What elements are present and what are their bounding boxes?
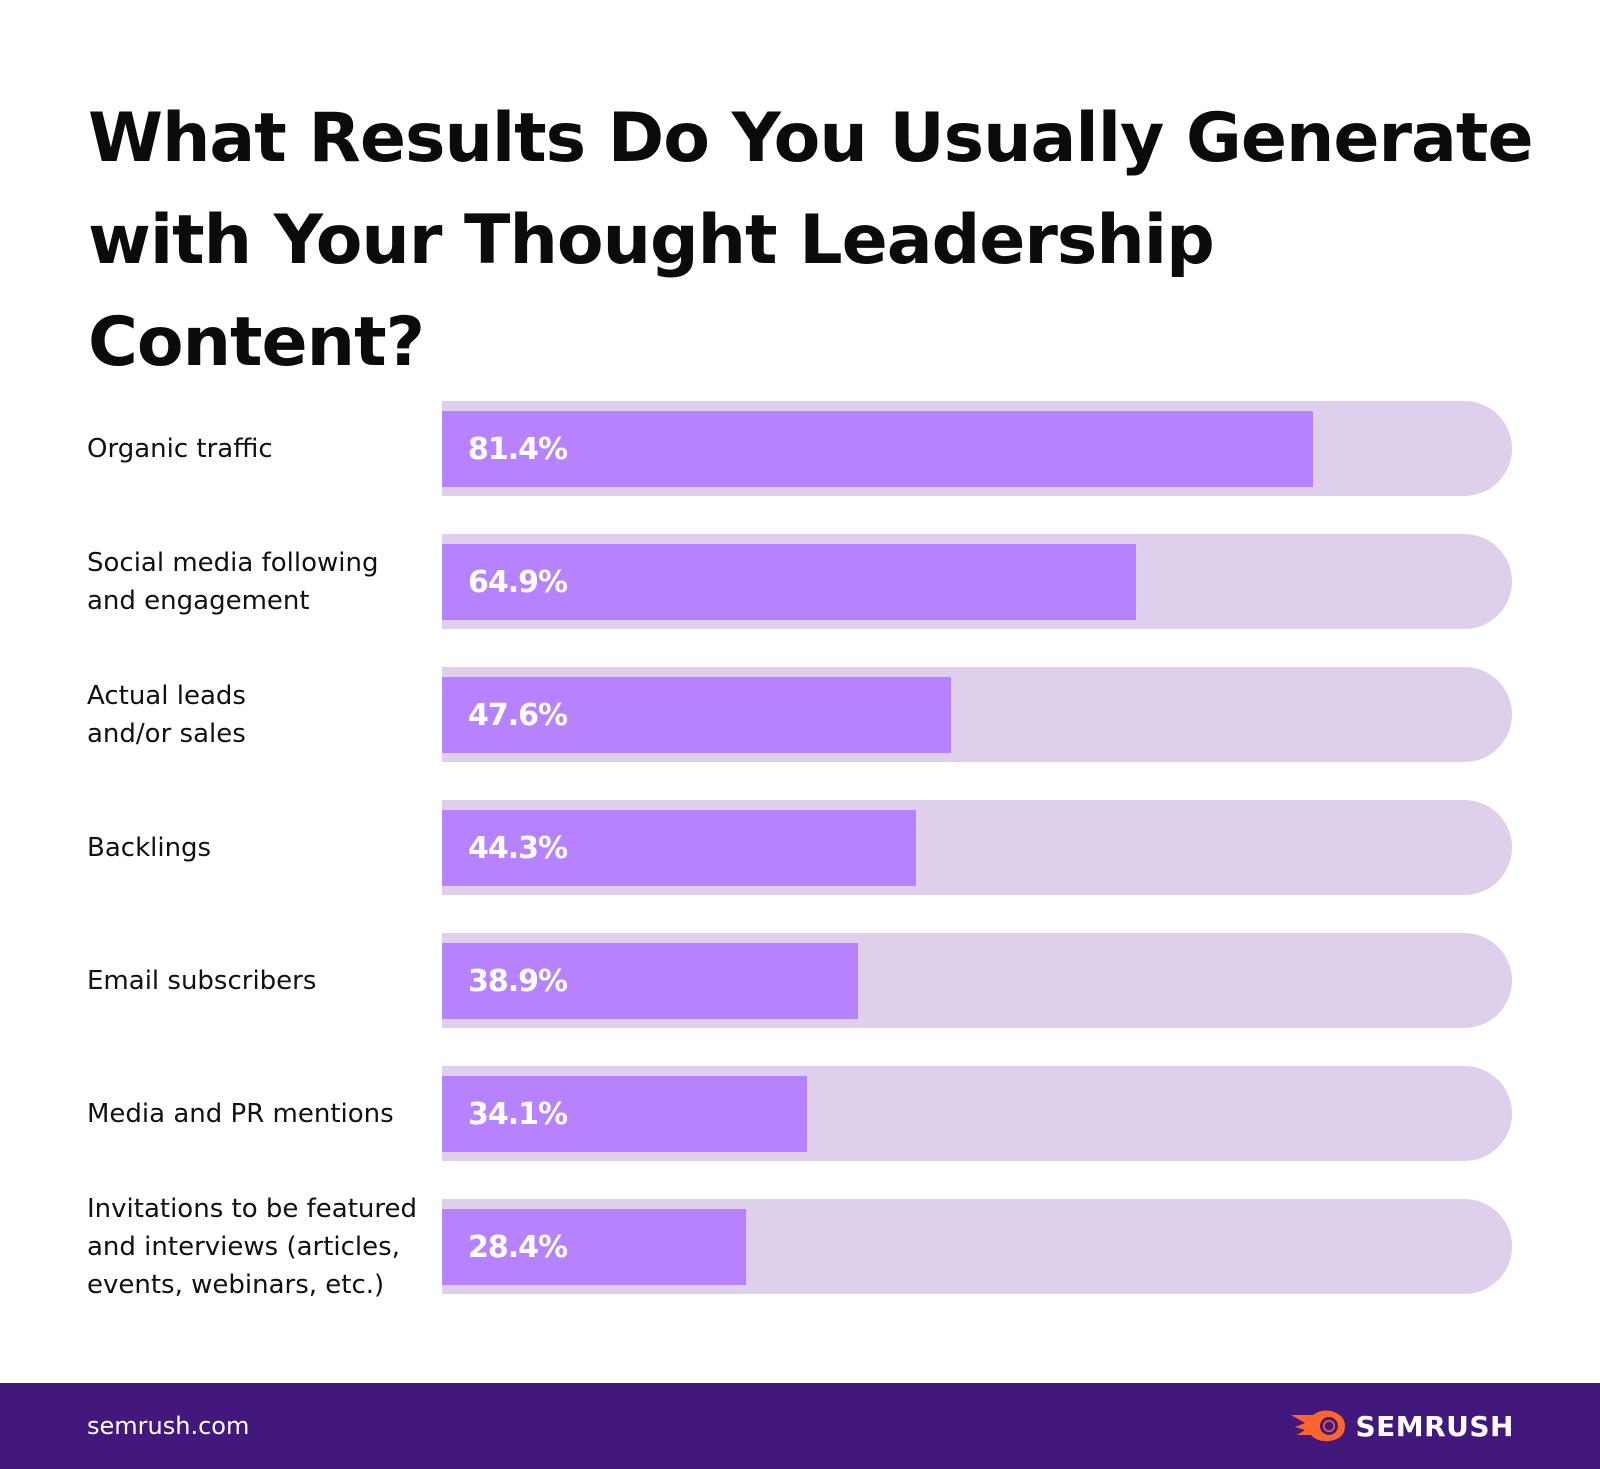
category-label: Invitations to be featured and interview… <box>87 1194 418 1300</box>
category-label: Social media following and engagement <box>87 548 379 616</box>
bar-row: Backlings 44.3% <box>0 800 1600 896</box>
bar-row: Actual leads and/or sales 47.6% <box>0 667 1600 763</box>
data-label: 47.6% <box>468 697 568 733</box>
bar-track: 34.1% <box>442 1066 1512 1161</box>
chart-title: What Results Do You Usually Generate wit… <box>88 99 1534 382</box>
bar-row: Organic traffic 81.4% <box>0 401 1600 497</box>
site-url: semrush.com <box>87 1412 250 1440</box>
bar-track: 81.4% <box>442 401 1512 496</box>
bar-row: Email subscribers 38.9% <box>0 933 1600 1029</box>
bar-row: Media and PR mentions 34.1% <box>0 1066 1600 1162</box>
bar <box>442 1076 807 1152</box>
semrush-logo: SEMRUSH <box>1291 1383 1514 1469</box>
category-label: Organic traffic <box>87 434 273 464</box>
bar <box>442 677 952 753</box>
bar-track: 64.9% <box>442 534 1512 629</box>
bar <box>442 544 1137 620</box>
data-label: 81.4% <box>468 431 568 467</box>
bar-track: 44.3% <box>442 800 1512 895</box>
category-label: Media and PR mentions <box>87 1099 394 1129</box>
category-label: Email subscribers <box>87 966 317 996</box>
semrush-fireball-icon <box>1291 1410 1346 1442</box>
bar-track: 38.9% <box>442 933 1512 1028</box>
data-label: 64.9% <box>468 564 568 600</box>
bar <box>442 411 1313 487</box>
brand-name: SEMRUSH <box>1355 1409 1514 1443</box>
bar <box>442 943 859 1019</box>
bar-row: Social media following and engagement 64.… <box>0 534 1600 630</box>
bar <box>442 1209 746 1285</box>
bar-chart: Organic traffic 81.4% Social media followi… <box>0 401 1600 1300</box>
category-label: Actual leads and/or sales <box>87 681 246 749</box>
data-label: 44.3% <box>468 830 568 866</box>
bar-row: Invitations to be featured and interview… <box>0 1194 1600 1300</box>
bar-track: 47.6% <box>442 667 1512 762</box>
data-label: 34.1% <box>468 1096 568 1132</box>
bar <box>442 810 916 886</box>
data-label: 28.4% <box>468 1229 568 1265</box>
bar-track: 28.4% <box>442 1199 1512 1294</box>
footer: semrush.com SEMRUSH <box>0 1383 1600 1469</box>
data-label: 38.9% <box>468 963 568 999</box>
category-label: Backlings <box>87 833 212 863</box>
